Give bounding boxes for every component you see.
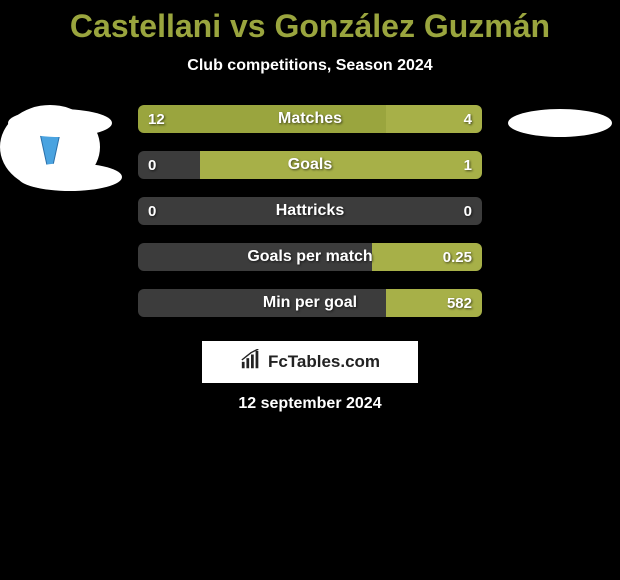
stat-bar-matches: 12 Matches 4: [138, 105, 482, 133]
brand-badge: FcTables.com: [202, 341, 418, 383]
page-title: Castellani vs González Guzmán: [0, 0, 620, 45]
date-text: 12 september 2024: [0, 395, 620, 413]
stat-value-right: 582: [447, 289, 472, 317]
stat-bar-hattricks: 0 Hattricks 0: [138, 197, 482, 225]
stat-value-right: 4: [464, 105, 472, 133]
stat-value-right: 0: [464, 197, 472, 225]
stat-bar-left: [138, 105, 386, 133]
stat-bars: 12 Matches 4 0 Goals 1 0 Hattricks 0 Goa…: [138, 105, 482, 335]
player1-league-logo: [8, 109, 112, 137]
stat-bar-left: [138, 243, 372, 271]
stat-value-left: 0: [148, 151, 156, 179]
stat-bar-right: [310, 197, 482, 225]
page-subtitle: Club competitions, Season 2024: [0, 57, 620, 75]
stat-bar-min-per-goal: Min per goal 582: [138, 289, 482, 317]
stat-bar-goals: 0 Goals 1: [138, 151, 482, 179]
stat-value-left: 0: [148, 197, 156, 225]
brand-text: FcTables.com: [268, 352, 380, 372]
stat-value-right: 0.25: [443, 243, 472, 271]
player2-league-logo: [508, 109, 612, 137]
player1-club-logo: [18, 163, 122, 191]
stat-bar-left: [138, 197, 310, 225]
chart-icon: [240, 349, 262, 376]
stat-bar-right: [200, 151, 482, 179]
stat-value-left: 12: [148, 105, 165, 133]
stat-bar-goals-per-match: Goals per match 0.25: [138, 243, 482, 271]
comparison-stage: 12 Matches 4 0 Goals 1 0 Hattricks 0 Goa…: [0, 105, 620, 189]
stat-value-right: 1: [464, 151, 472, 179]
stat-bar-left: [138, 289, 386, 317]
